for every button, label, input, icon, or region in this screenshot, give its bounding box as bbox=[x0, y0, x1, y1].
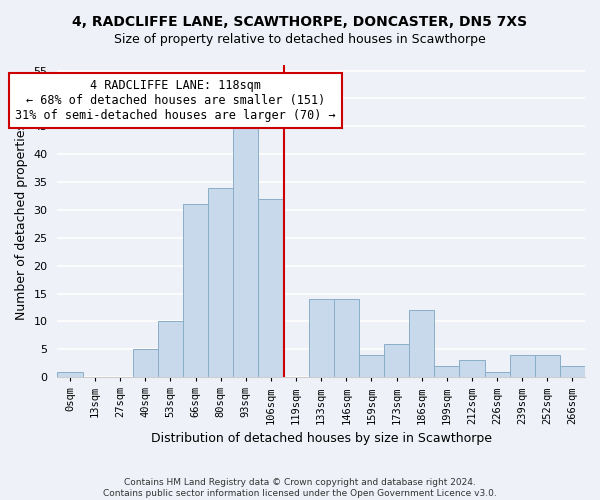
Bar bbox=[434, 366, 460, 377]
Text: Size of property relative to detached houses in Scawthorpe: Size of property relative to detached ho… bbox=[114, 32, 486, 46]
Y-axis label: Number of detached properties: Number of detached properties bbox=[15, 122, 28, 320]
Bar bbox=[308, 299, 334, 377]
Text: Contains HM Land Registry data © Crown copyright and database right 2024.
Contai: Contains HM Land Registry data © Crown c… bbox=[103, 478, 497, 498]
Bar bbox=[183, 204, 208, 377]
Text: 4 RADCLIFFE LANE: 118sqm
← 68% of detached houses are smaller (151)
31% of semi-: 4 RADCLIFFE LANE: 118sqm ← 68% of detach… bbox=[15, 79, 336, 122]
Bar bbox=[359, 355, 384, 377]
Bar bbox=[334, 299, 359, 377]
Bar bbox=[384, 344, 409, 377]
Bar bbox=[485, 372, 509, 377]
Bar bbox=[460, 360, 485, 377]
Bar bbox=[58, 372, 83, 377]
Bar bbox=[509, 355, 535, 377]
Bar bbox=[535, 355, 560, 377]
X-axis label: Distribution of detached houses by size in Scawthorpe: Distribution of detached houses by size … bbox=[151, 432, 492, 445]
Bar bbox=[409, 310, 434, 377]
Bar bbox=[560, 366, 585, 377]
Text: 4, RADCLIFFE LANE, SCAWTHORPE, DONCASTER, DN5 7XS: 4, RADCLIFFE LANE, SCAWTHORPE, DONCASTER… bbox=[73, 15, 527, 29]
Bar bbox=[208, 188, 233, 377]
Bar bbox=[133, 350, 158, 377]
Bar bbox=[158, 322, 183, 377]
Bar bbox=[233, 126, 259, 377]
Bar bbox=[259, 199, 284, 377]
